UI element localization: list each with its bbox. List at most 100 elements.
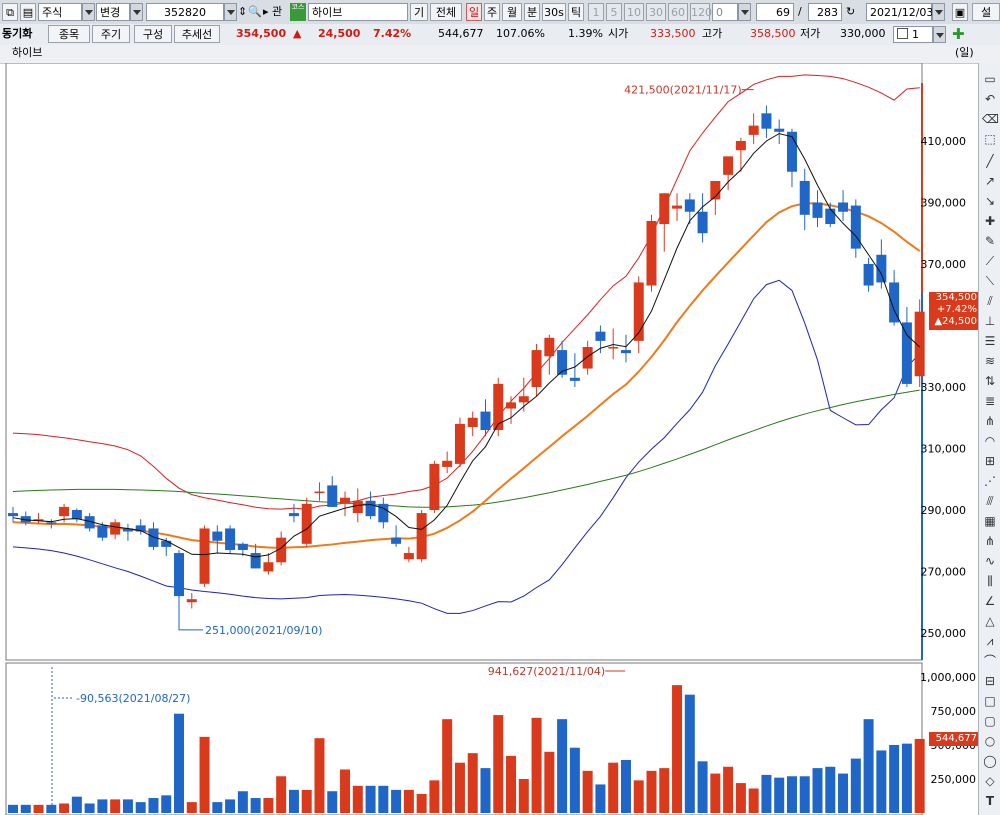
date-input[interactable]: 2021/12/03 <box>866 3 933 21</box>
save-icon[interactable]: ▣ <box>952 3 968 21</box>
eraser-icon[interactable]: ⌫ <box>982 112 999 126</box>
period-num-30[interactable]: 30 <box>646 3 666 21</box>
trendline-button[interactable]: 추세선 <box>174 25 220 43</box>
line-icon[interactable]: ╱ <box>986 154 994 168</box>
period-week-tab[interactable]: 주 <box>484 3 500 21</box>
turnover-rate: 1.39% <box>568 27 603 40</box>
period-num-60[interactable]: 60 <box>668 3 688 21</box>
overlay-dropdown-icon[interactable] <box>933 26 946 43</box>
quadrant-icon[interactable]: ⊟ <box>984 674 996 688</box>
candle-body <box>774 128 785 132</box>
grid-icon[interactable]: ▦ <box>984 514 996 528</box>
volume-bar <box>608 762 619 813</box>
tab-all[interactable]: 전체 <box>430 3 462 21</box>
config-button[interactable]: 구성 <box>134 25 172 43</box>
ray-icon[interactable]: ↗ <box>984 174 996 188</box>
candle-body <box>301 503 312 544</box>
box-icon[interactable]: ▭ <box>984 72 996 86</box>
volume-bar <box>288 789 299 813</box>
price-tick-label: 250,000 <box>921 627 967 640</box>
period-num-10[interactable]: 10 <box>624 3 644 21</box>
speed-icon[interactable]: ⋰ <box>984 474 996 488</box>
fan-icon[interactable]: ⋔ <box>984 414 996 428</box>
candle-body <box>506 402 517 409</box>
text-icon[interactable]: T <box>985 794 995 808</box>
search-icon[interactable]: 🔍 <box>248 5 262 18</box>
overlay-select[interactable]: 1 <box>893 26 933 43</box>
count-dropdown-icon[interactable] <box>738 3 751 21</box>
change-dropdown-icon[interactable] <box>130 3 143 21</box>
fib-arc-icon[interactable]: ⌒ <box>983 654 996 668</box>
link-button[interactable]: 관 <box>272 5 283 18</box>
period-button[interactable]: 주기 <box>92 25 130 43</box>
square-icon[interactable]: □ <box>984 694 996 708</box>
market-dropdown-icon[interactable] <box>82 3 95 21</box>
fib-icon[interactable]: ≣ <box>984 394 996 408</box>
candle-body <box>8 513 18 517</box>
spin-icon[interactable]: ⇕ <box>238 5 248 18</box>
wave-icon[interactable]: ∿ <box>984 554 996 568</box>
volume-bar <box>659 768 670 813</box>
channel-icon[interactable]: ⫻ <box>986 494 994 508</box>
gann-icon[interactable]: ⊞ <box>984 454 996 468</box>
arrow-line-icon[interactable]: ↘ <box>984 194 996 208</box>
stock-code: 352820 <box>164 6 206 19</box>
arc-icon[interactable]: ◠ <box>984 434 996 448</box>
menu-icon[interactable]: ▤ <box>20 3 36 21</box>
candle-body <box>608 347 619 349</box>
cross-icon[interactable]: ✚ <box>984 214 996 228</box>
add-indicator-icon[interactable]: ✚ <box>952 25 965 43</box>
period-day-tab[interactable]: 일 <box>466 3 482 21</box>
chart-title-bar: 하이브 (일) <box>0 45 1000 64</box>
price-chart[interactable]: 410,000 390,000 370,000 330,000 310,000 290,0… <box>0 63 978 815</box>
tab-gi[interactable]: 기 <box>410 3 428 21</box>
period-minute-tab[interactable]: 분 <box>524 3 540 21</box>
period-num-5[interactable]: 5 <box>606 3 622 21</box>
period-tick-tab[interactable]: 틱 <box>568 3 584 21</box>
market-select[interactable]: 주식 <box>38 3 82 21</box>
count-input[interactable]: 0 <box>712 3 738 21</box>
low-value: 330,000 <box>840 27 886 40</box>
period-num-120[interactable]: 120 <box>690 3 712 21</box>
fib-fan-icon[interactable]: ⩘ <box>986 634 994 648</box>
undo-icon[interactable]: ↶ <box>984 92 996 106</box>
play-icon[interactable]: ▸ <box>263 5 269 18</box>
period-unit: (일) <box>955 46 974 59</box>
volume-bar <box>314 738 325 813</box>
rect-icon[interactable]: ▢ <box>984 714 996 728</box>
pencil-icon[interactable]: ✎ <box>984 234 996 248</box>
angle-icon[interactable]: ∠ <box>984 594 996 608</box>
volume-bar <box>825 766 836 813</box>
cycle-icon[interactable]: ⇅ <box>984 374 996 388</box>
stock-code-input[interactable]: 352820 <box>146 3 224 21</box>
period-30s-tab[interactable]: 30s <box>542 3 566 21</box>
level-icon[interactable]: ☰ <box>984 334 996 348</box>
settings-button[interactable]: 설 <box>972 3 1000 21</box>
vertical-line-icon[interactable]: ⊥ <box>984 314 996 328</box>
diamond-icon[interactable]: ◇ <box>985 774 995 788</box>
circle-icon[interactable]: ○ <box>984 734 996 748</box>
refresh-icon[interactable]: ↻ <box>846 5 856 18</box>
bars-icon[interactable]: ⫼ <box>987 574 993 588</box>
item-button[interactable]: 종목 <box>48 25 90 43</box>
parallel-icon[interactable]: ⫽ <box>987 294 993 308</box>
change-select[interactable]: 변경 <box>96 3 130 21</box>
chip-change: ▲24,500 <box>934 316 977 327</box>
zigzag-icon[interactable]: ≋ <box>984 354 996 368</box>
view-count-input[interactable]: 69 <box>756 3 794 21</box>
date-dropdown-icon[interactable] <box>932 3 945 21</box>
candle-body <box>33 519 44 521</box>
extend-line-icon[interactable]: ⟍ <box>985 274 995 288</box>
stock-name-field[interactable]: 하이브 <box>308 3 408 21</box>
select-icon[interactable]: ⬚ <box>984 132 996 146</box>
code-dropdown-icon[interactable] <box>224 3 237 21</box>
pitchfork-icon[interactable]: ⋔ <box>984 534 996 548</box>
diagonal-icon[interactable]: ⟋ <box>985 254 995 268</box>
period-num-1[interactable]: 1 <box>588 3 604 21</box>
volume-bar <box>174 713 185 813</box>
window-icon[interactable]: ⧉ <box>2 3 18 21</box>
ellipse-icon[interactable]: ◯ <box>983 754 997 768</box>
price-tick-label: 410,000 <box>921 135 967 148</box>
triangle-icon[interactable]: △ <box>985 614 995 628</box>
period-month-tab[interactable]: 월 <box>502 3 522 21</box>
